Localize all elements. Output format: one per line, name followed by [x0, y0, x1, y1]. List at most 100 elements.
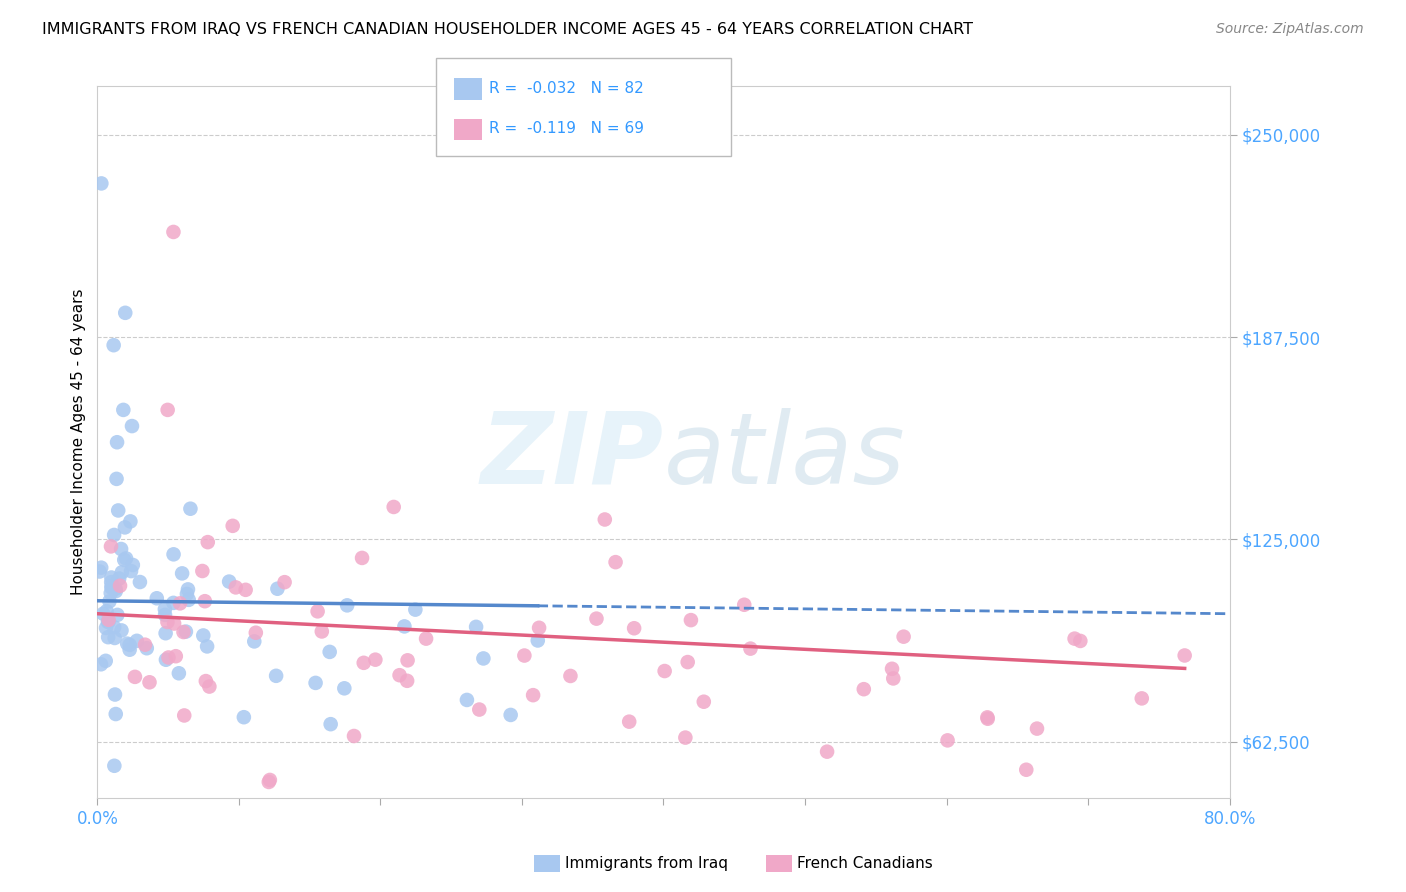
Point	[513, 648, 536, 663]
Point	[118, 642, 141, 657]
Point	[104, 688, 127, 702]
Point	[89, 565, 111, 579]
Point	[173, 625, 195, 640]
Text: atlas: atlas	[664, 408, 905, 505]
Point	[155, 653, 177, 667]
Point	[619, 714, 641, 729]
Point	[173, 708, 195, 723]
Point	[307, 604, 329, 618]
Point	[654, 664, 676, 678]
Point	[243, 634, 266, 648]
Point	[472, 651, 495, 665]
Point	[318, 645, 340, 659]
Point	[100, 581, 122, 595]
Point	[103, 758, 125, 772]
Point	[560, 669, 582, 683]
Point	[605, 555, 627, 569]
Point	[194, 674, 217, 689]
Point	[156, 403, 179, 417]
Point	[167, 666, 190, 681]
Text: R =  -0.119   N = 69: R = -0.119 N = 69	[489, 121, 644, 136]
Point	[125, 633, 148, 648]
Point	[218, 574, 240, 589]
Point	[319, 717, 342, 731]
Point	[815, 745, 838, 759]
Point	[138, 675, 160, 690]
Point	[852, 682, 875, 697]
Point	[169, 596, 191, 610]
Point	[153, 602, 176, 616]
Point	[266, 582, 288, 596]
Point	[396, 673, 419, 688]
Y-axis label: Householder Income Ages 45 - 64 years: Householder Income Ages 45 - 64 years	[72, 289, 86, 596]
Point	[97, 630, 120, 644]
Point	[193, 628, 215, 642]
Point	[499, 708, 522, 723]
Point	[121, 419, 143, 434]
Point	[114, 306, 136, 320]
Text: Immigrants from Iraq: Immigrants from Iraq	[565, 856, 728, 871]
Point	[679, 613, 702, 627]
Point	[105, 607, 128, 622]
Point	[172, 566, 194, 581]
Point	[333, 681, 356, 696]
Point	[90, 657, 112, 672]
Point	[1026, 722, 1049, 736]
Text: ZIP: ZIP	[481, 408, 664, 505]
Point	[156, 615, 179, 629]
Point	[112, 403, 135, 417]
Point	[134, 638, 156, 652]
Point	[90, 560, 112, 574]
Point	[264, 669, 287, 683]
Point	[120, 564, 142, 578]
Point	[163, 616, 186, 631]
Point	[157, 650, 180, 665]
Point	[225, 581, 247, 595]
Point	[976, 710, 998, 724]
Point	[304, 676, 326, 690]
Point	[336, 599, 359, 613]
Point	[115, 637, 138, 651]
Point	[90, 177, 112, 191]
Point	[527, 621, 550, 635]
Point	[740, 641, 762, 656]
Point	[120, 515, 142, 529]
Point	[104, 706, 127, 721]
Point	[104, 584, 127, 599]
Point	[118, 638, 141, 652]
Point	[91, 607, 114, 621]
Point	[364, 653, 387, 667]
Point	[115, 551, 138, 566]
Point	[114, 520, 136, 534]
Point	[245, 625, 267, 640]
Point	[232, 710, 254, 724]
Point	[382, 500, 405, 514]
Point	[108, 572, 131, 586]
Point	[105, 472, 128, 486]
Point	[311, 624, 333, 639]
Point	[179, 501, 201, 516]
Point	[235, 582, 257, 597]
Point	[456, 693, 478, 707]
Point	[593, 512, 616, 526]
Point	[97, 615, 120, 629]
Point	[1069, 634, 1091, 648]
Point	[104, 631, 127, 645]
Point	[103, 338, 125, 352]
Point	[174, 624, 197, 639]
Point	[107, 503, 129, 517]
Point	[1063, 632, 1085, 646]
Point	[623, 621, 645, 635]
Point	[100, 540, 122, 554]
Point	[162, 596, 184, 610]
Point	[153, 607, 176, 622]
Point	[177, 582, 200, 597]
Point	[108, 579, 131, 593]
Text: R =  -0.032   N = 82: R = -0.032 N = 82	[489, 81, 644, 95]
Point	[96, 604, 118, 618]
Point	[197, 535, 219, 549]
Point	[97, 615, 120, 629]
Point	[177, 592, 200, 607]
Point	[111, 566, 134, 580]
Point	[352, 550, 374, 565]
